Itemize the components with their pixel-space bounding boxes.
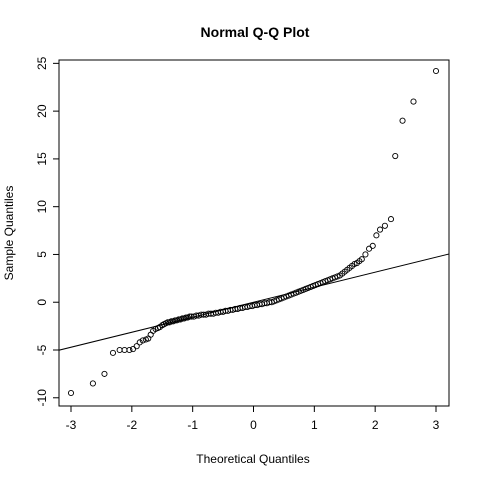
data-point (147, 331, 154, 338)
y-axis-label: Sample Quantiles (2, 186, 16, 281)
data-point (432, 67, 440, 75)
y-tick-label: 0 (35, 299, 49, 306)
x-tick-label: 2 (372, 418, 379, 432)
data-points (67, 67, 440, 397)
plot-frame (58, 59, 450, 407)
y-tick-label: -10 (35, 389, 49, 407)
y-axis: -10 -5 0 5 10 15 20 25 (35, 56, 59, 406)
data-point (186, 313, 193, 320)
x-tick-label: -2 (126, 418, 137, 432)
data-point (89, 380, 96, 387)
data-point (366, 245, 373, 252)
data-point (101, 370, 108, 377)
x-tick-label: 1 (311, 418, 318, 432)
x-tick-label: -3 (66, 418, 77, 432)
data-point (362, 251, 369, 258)
data-point (136, 339, 143, 346)
y-tick-label: 25 (35, 56, 49, 70)
data-point (387, 216, 395, 223)
y-tick-label: 10 (35, 200, 49, 214)
x-tick-label: 3 (433, 418, 440, 432)
data-point (358, 256, 365, 263)
data-point (373, 232, 380, 239)
x-tick-label: 0 (250, 418, 257, 432)
data-point (410, 98, 417, 105)
y-tick-label: 20 (35, 104, 49, 118)
qq-reference-line (59, 253, 449, 351)
data-point (369, 242, 376, 249)
y-tick-label: 15 (35, 152, 49, 166)
y-tick-label: -5 (35, 344, 49, 355)
chart-title: Normal Q-Q Plot (201, 24, 310, 40)
data-point (381, 222, 388, 229)
x-tick-label: -1 (187, 418, 198, 432)
y-tick-label: 5 (35, 251, 49, 258)
data-point (109, 349, 117, 356)
data-point (399, 117, 406, 124)
data-point (376, 226, 384, 233)
x-axis: -3 -2 -1 0 1 2 3 (66, 406, 440, 432)
data-point (133, 343, 140, 350)
data-point (126, 346, 133, 354)
data-point (129, 345, 137, 353)
x-axis-label: Theoretical Quantiles (196, 452, 309, 466)
data-point (139, 337, 146, 344)
data-point (392, 152, 399, 160)
data-point (67, 389, 75, 397)
